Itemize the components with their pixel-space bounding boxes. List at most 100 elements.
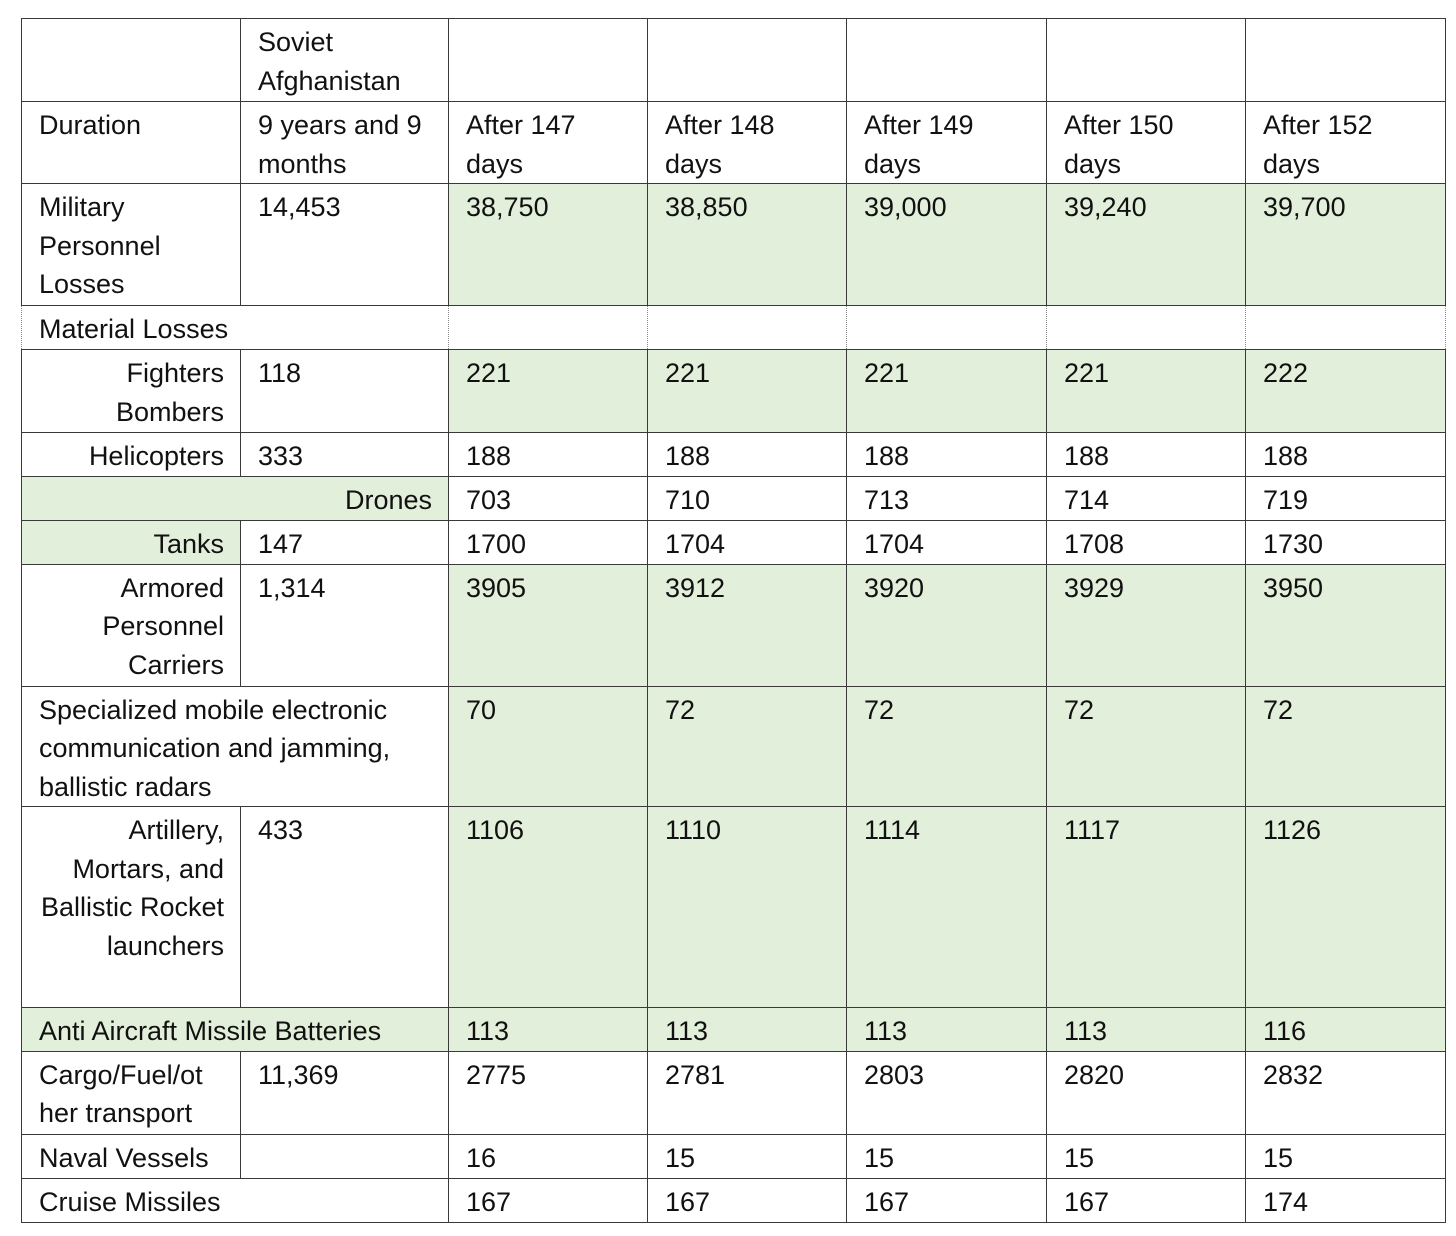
table-cell: 38,750 <box>448 183 648 306</box>
row-label: Naval Vessels <box>21 1133 241 1179</box>
header-cell <box>21 18 241 102</box>
table-cell: 3929 <box>1046 563 1246 687</box>
table-cell: 1110 <box>647 806 847 1008</box>
row-label: Armored Personnel Carriers <box>21 563 241 687</box>
table-cell: 72 <box>1245 685 1446 807</box>
soviet-value: 333 <box>240 432 449 477</box>
table-cell: 703 <box>448 475 648 521</box>
table-cell: 2781 <box>647 1050 847 1135</box>
table-cell: 113 <box>846 1007 1047 1052</box>
table-cell: 3912 <box>647 563 847 687</box>
header-cell <box>1046 18 1246 102</box>
table-cell <box>1245 305 1446 350</box>
table-cell: 221 <box>647 349 847 433</box>
soviet-value: 118 <box>240 349 449 433</box>
header-cell <box>647 18 847 102</box>
row-label: Cargo/Fuel/ot her transport <box>21 1050 241 1135</box>
table-cell: 167 <box>647 1177 847 1223</box>
table-row-cargo-transport: Cargo/Fuel/ot her transport 11,369 2775 … <box>21 1050 1446 1135</box>
row-label: Artillery, Mortars, and Ballistic Rocket… <box>21 806 241 1008</box>
table-cell: 1126 <box>1245 806 1446 1008</box>
section-heading: Material Losses <box>21 305 449 350</box>
row-label: Drones <box>21 475 449 521</box>
table-row-anti-aircraft: Anti Aircraft Missile Batteries 113 113 … <box>21 1007 1446 1052</box>
table-cell: 719 <box>1245 475 1446 521</box>
table-cell: 113 <box>448 1007 648 1052</box>
soviet-value: 433 <box>240 806 449 1008</box>
table-cell: 221 <box>448 349 648 433</box>
table-cell: 113 <box>1046 1007 1246 1052</box>
row-label: Duration <box>21 101 241 184</box>
table-row-specialized-electronic: Specialized mobile electronic communicat… <box>21 685 1446 807</box>
table-cell: 167 <box>846 1177 1047 1223</box>
row-label: Helicopters <box>21 432 241 477</box>
table-cell: 72 <box>1046 685 1246 807</box>
table-cell: After 147 days <box>448 101 648 184</box>
table-cell: 15 <box>1245 1133 1446 1179</box>
table-cell: 16 <box>448 1133 648 1179</box>
table-cell: 3950 <box>1245 563 1446 687</box>
table-cell: 188 <box>846 432 1047 477</box>
table-cell: 222 <box>1245 349 1446 433</box>
row-label: Anti Aircraft Missile Batteries <box>21 1007 449 1052</box>
table-row-helicopters: Helicopters 333 188 188 188 188 188 <box>21 432 1446 477</box>
table-row-cruise-missiles: Cruise Missiles 167 167 167 167 174 <box>21 1177 1446 1223</box>
soviet-value <box>240 1133 449 1179</box>
soviet-value: 147 <box>240 519 449 565</box>
table-cell: 167 <box>448 1177 648 1223</box>
table-cell: 15 <box>846 1133 1047 1179</box>
table-cell: 221 <box>846 349 1047 433</box>
table-cell: After 150 days <box>1046 101 1246 184</box>
row-label: Cruise Missiles <box>21 1177 449 1223</box>
header-cell <box>448 18 648 102</box>
header-cell <box>846 18 1047 102</box>
table-cell: 1704 <box>846 519 1047 565</box>
table-cell: 116 <box>1245 1007 1446 1052</box>
table-cell <box>448 305 648 350</box>
table-cell: 188 <box>1245 432 1446 477</box>
row-label: Tanks <box>21 519 241 565</box>
table-cell: 1114 <box>846 806 1047 1008</box>
table-cell: 714 <box>1046 475 1246 521</box>
table-cell <box>1046 305 1246 350</box>
table-cell: 38,850 <box>647 183 847 306</box>
table-cell: 3920 <box>846 563 1047 687</box>
table-cell: 3905 <box>448 563 648 687</box>
table-cell: 15 <box>647 1133 847 1179</box>
table-cell: After 149 days <box>846 101 1047 184</box>
table-cell: 39,700 <box>1245 183 1446 306</box>
table-cell: 188 <box>647 432 847 477</box>
header-row: Soviet Afghanistan <box>21 18 1446 102</box>
losses-comparison-table: Soviet Afghanistan Duration 9 years and … <box>21 18 1446 1223</box>
table-cell: 1117 <box>1046 806 1246 1008</box>
table-row-military-personnel: Military Personnel Losses 14,453 38,750 … <box>21 183 1446 306</box>
header-cell <box>1245 18 1446 102</box>
row-label: Specialized mobile electronic communicat… <box>21 685 449 807</box>
table-cell: 113 <box>647 1007 847 1052</box>
table-cell <box>647 305 847 350</box>
table-row-duration: Duration 9 years and 9 months After 147 … <box>21 101 1446 184</box>
table-cell: 72 <box>647 685 847 807</box>
table-cell: 1700 <box>448 519 648 565</box>
table-row-fighters-bombers: Fighters Bombers 118 221 221 221 221 222 <box>21 349 1446 433</box>
soviet-value: 14,453 <box>240 183 449 306</box>
table-cell: 221 <box>1046 349 1246 433</box>
table-row-tanks: Tanks 147 1700 1704 1704 1708 1730 <box>21 519 1446 565</box>
table-cell: 1730 <box>1245 519 1446 565</box>
table-cell: 72 <box>846 685 1047 807</box>
table-row-artillery: Artillery, Mortars, and Ballistic Rocket… <box>21 806 1446 1008</box>
table-cell: 2775 <box>448 1050 648 1135</box>
table-cell: 2820 <box>1046 1050 1246 1135</box>
table-cell: After 152 days <box>1245 101 1446 184</box>
table-cell: 1708 <box>1046 519 1246 565</box>
soviet-value: 1,314 <box>240 563 449 687</box>
table-cell: 188 <box>1046 432 1246 477</box>
table-cell: 15 <box>1046 1133 1246 1179</box>
table-row-armored-personnel-carriers: Armored Personnel Carriers 1,314 3905 39… <box>21 563 1446 687</box>
table-cell: 2803 <box>846 1050 1047 1135</box>
table-cell: 188 <box>448 432 648 477</box>
table-cell: 39,000 <box>846 183 1047 306</box>
table-cell: 713 <box>846 475 1047 521</box>
table-cell: 1106 <box>448 806 648 1008</box>
table-cell: 39,240 <box>1046 183 1246 306</box>
